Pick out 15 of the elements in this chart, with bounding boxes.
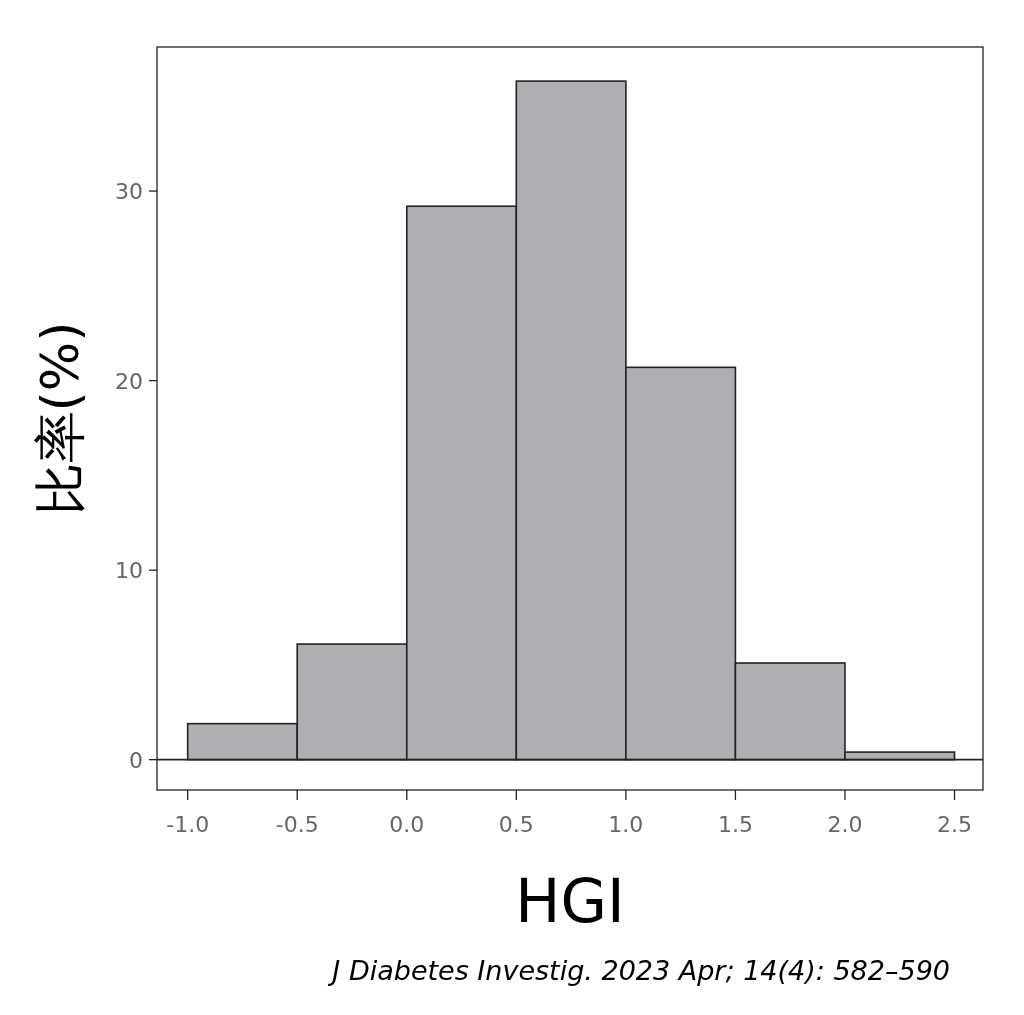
x-tick-label: 0.0	[389, 812, 425, 837]
x-tick-label: 2.0	[827, 812, 863, 837]
y-axis-title: 比率(%)	[30, 321, 90, 516]
x-axis-title: HGI	[515, 866, 625, 936]
x-tick-label: 1.5	[717, 812, 753, 837]
x-tick-label: 2.5	[937, 812, 973, 837]
x-tick-label: 1.0	[608, 812, 644, 837]
text: J Diabetes Investig. 2023 Apr; 14(4): 582–590	[327, 955, 950, 986]
y-tick-label: 20	[115, 368, 143, 394]
x-tick-label: -0.5	[275, 812, 319, 837]
y-tick-label: 10	[115, 558, 143, 584]
y-tick-label: 0	[129, 747, 143, 773]
y-tick-label: 30	[115, 179, 143, 205]
x-tick-label: -1.0	[166, 812, 210, 837]
x-tick-label: 0.5	[498, 812, 534, 837]
